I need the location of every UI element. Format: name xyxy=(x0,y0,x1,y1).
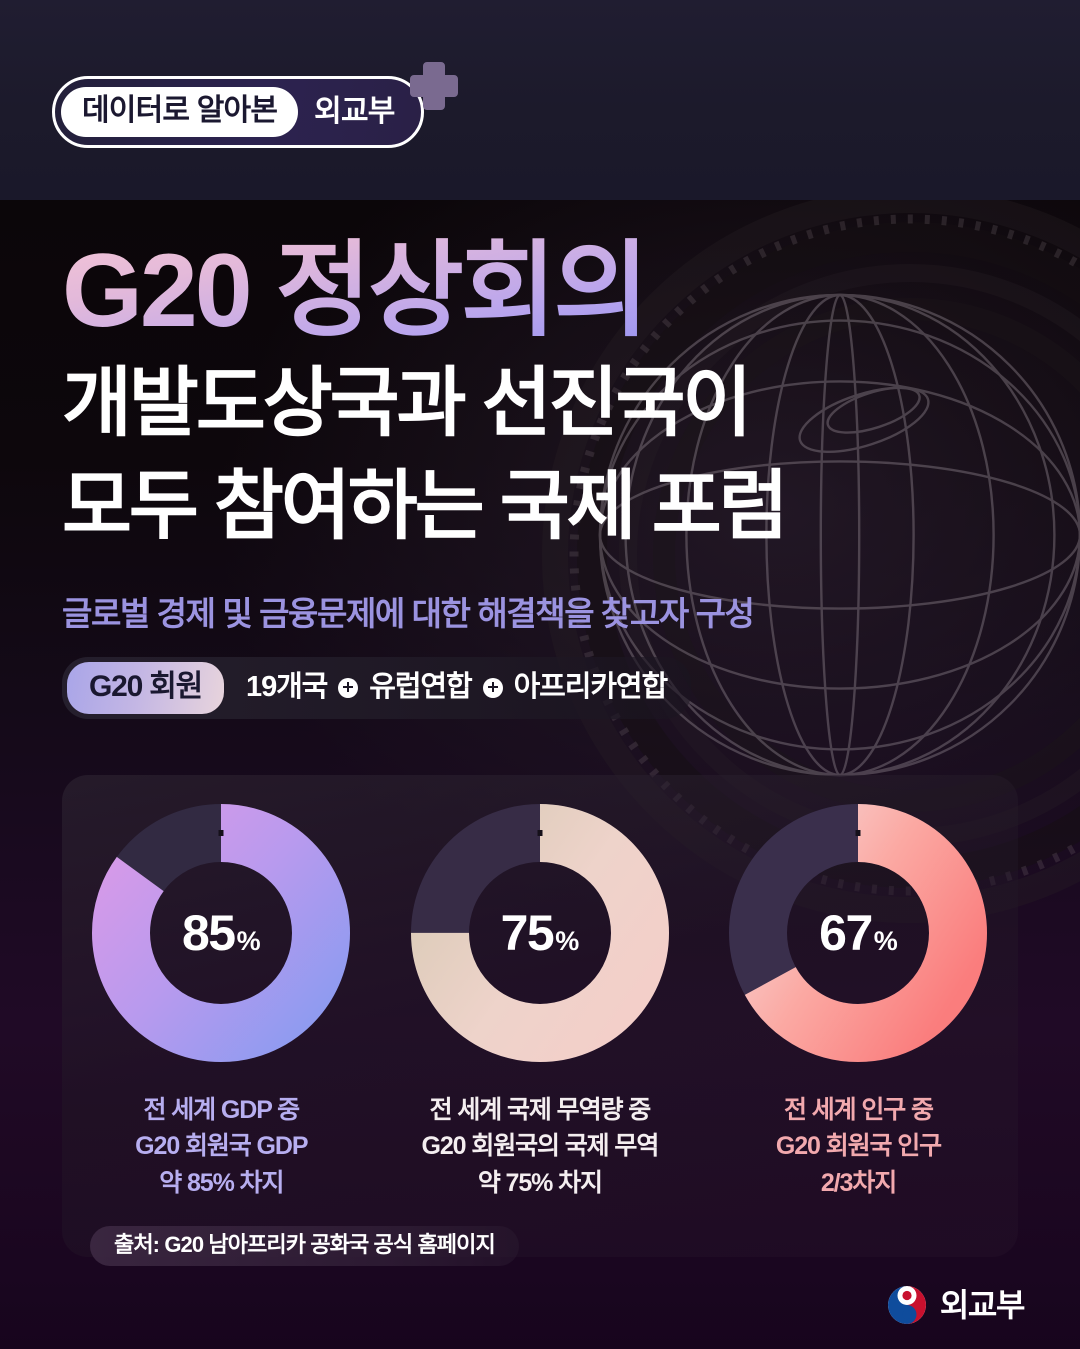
plus-circle-icon xyxy=(338,677,359,698)
caption-line: 약 75% 차지 xyxy=(477,1168,603,1197)
chart-caption-population: 전 세계 인구 중 G20 회원국 인구 2/3차지 xyxy=(775,1092,942,1201)
taegeuk-logo-icon xyxy=(887,1286,926,1324)
hero-section: G20 정상회의 개발도상국과 선진국이 모두 참여하는 국제 포럼 글로벌 경… xyxy=(62,236,962,719)
membership-item-countries: 19개국 xyxy=(246,671,328,704)
membership-badge: G20 회원 xyxy=(67,661,225,714)
donut-chart-gdp: 85 % xyxy=(88,800,354,1066)
caption-line: 전 세계 인구 중 xyxy=(784,1096,934,1124)
donut-unit: % xyxy=(236,926,261,956)
footer: 외교부 xyxy=(887,1285,1026,1325)
donut-unit: % xyxy=(555,926,580,956)
donut-chart-group: 85 % 전 세계 GDP 중 G20 회원국 GDP 약 85% 차지 xyxy=(62,800,1018,1201)
donut-number: 67 xyxy=(819,905,873,961)
plus-circle-icon xyxy=(482,677,503,698)
plus-icon xyxy=(410,62,458,110)
brand-prefix-label: 데이터로 알아본 xyxy=(61,87,299,137)
subtitle-line-1: 개발도상국과 선진국이 xyxy=(62,361,752,447)
source-note: 출처: G20 남아프리카 공화국 공식 홈페이지 xyxy=(90,1226,519,1266)
caption-line: G20 회원국 인구 xyxy=(775,1132,942,1161)
membership-item-eu: 유럽연합 xyxy=(369,671,472,704)
chart-cell-population: 67 % 전 세계 인구 중 G20 회원국 인구 2/3차지 xyxy=(699,800,1018,1201)
caption-line: G20 회원국의 국제 무역 xyxy=(421,1132,660,1161)
donut-chart-trade: 75 % xyxy=(407,800,673,1066)
donut-number: 75 xyxy=(500,905,555,961)
chart-caption-gdp: 전 세계 GDP 중 G20 회원국 GDP 약 85% 차지 xyxy=(135,1092,308,1201)
donut-value-population: 67 % xyxy=(725,908,991,958)
caption-line: G20 회원국 GDP xyxy=(135,1132,308,1161)
donut-value-gdp: 85 % xyxy=(88,908,354,958)
chart-cell-trade: 75 % 전 세계 국제 무역량 중 G20 회원국의 국제 무역 약 75% … xyxy=(381,800,700,1201)
membership-item-au: 아프리카연합 xyxy=(513,671,669,704)
donut-unit: % xyxy=(873,926,898,956)
donut-number: 85 xyxy=(181,905,236,961)
membership-row: G20 회원 19개국 유럽연합 아프리카연합 xyxy=(62,656,692,719)
lead-description: 글로벌 경제 및 금융문제에 대한 해결책을 찾고자 구성 xyxy=(62,594,755,632)
page-title: G20 정상회의 xyxy=(62,236,962,346)
chart-caption-trade: 전 세계 국제 무역량 중 G20 회원국의 국제 무역 약 75% 차지 xyxy=(421,1092,660,1201)
donut-chart-population: 67 % xyxy=(725,800,991,1066)
subtitle-line-2: 모두 참여하는 국제 포럼 xyxy=(62,464,789,550)
brand-badge[interactable]: 데이터로 알아본 외교부 xyxy=(52,76,424,148)
chart-cell-gdp: 85 % 전 세계 GDP 중 G20 회원국 GDP 약 85% 차지 xyxy=(62,800,381,1201)
membership-list: 19개국 유럽연합 아프리카연합 xyxy=(246,671,669,704)
caption-line: 전 세계 GDP 중 xyxy=(143,1096,301,1124)
caption-line: 전 세계 국제 무역량 중 xyxy=(429,1096,652,1124)
caption-line: 약 85% 차지 xyxy=(159,1168,284,1197)
caption-line: 2/3차지 xyxy=(820,1168,897,1197)
donut-value-trade: 75 % xyxy=(407,908,673,958)
brand-dept-label: 외교부 xyxy=(314,95,395,128)
footer-dept-name: 외교부 xyxy=(939,1287,1026,1323)
